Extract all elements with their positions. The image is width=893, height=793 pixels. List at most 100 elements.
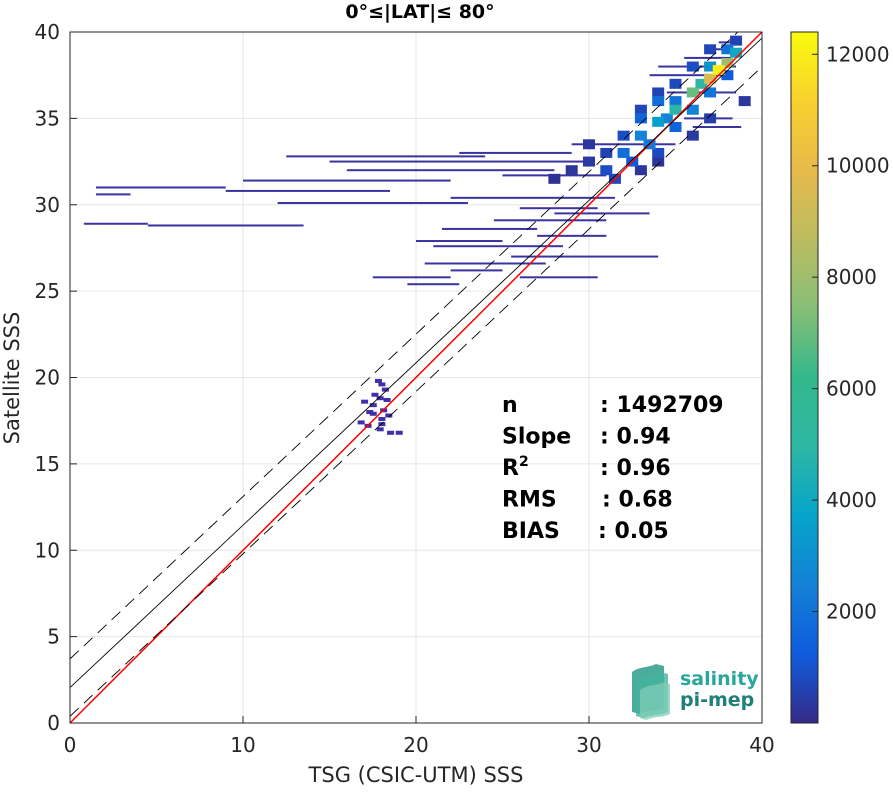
density-cell [385,413,393,418]
density-cell [369,411,377,416]
density-cell [565,165,578,176]
density-cell [583,156,595,167]
logo-text-salinity: salinity [680,668,759,690]
density-streak [450,196,615,199]
density-cell [617,130,630,141]
density-cell [652,156,665,167]
colorbar-tick-label: 6000 [826,377,877,401]
density-streak [511,255,659,258]
density-streak [519,276,598,279]
density-cell [738,96,751,107]
density-cell [704,44,717,55]
density-streak [147,224,304,227]
density-cell [730,35,743,46]
density-cell [374,378,382,383]
stat-value: : 0.68 [602,488,673,513]
density-cell [395,430,403,435]
density-streak [450,269,503,272]
density-streak [346,169,555,172]
stat-value: : 1492709 [600,393,724,418]
density-streak [554,212,650,215]
colorbar-gradient [790,31,819,724]
colorbar: 2000 4000 6000 8000 10000 12000 [790,31,890,724]
density-streak [459,151,572,154]
stat-label: n [502,393,518,418]
density-cell [721,70,734,81]
density-streak [286,155,486,158]
density-cell [652,147,665,158]
line-fit-plus-2rms [70,32,739,660]
density-streak [243,179,451,182]
density-cell [669,122,682,133]
density-cell [600,147,613,158]
density-cell [378,382,386,387]
stat-label: R2 [502,454,529,481]
density-streak [649,74,728,77]
density-cell [376,427,384,432]
density-cell [686,61,699,72]
density-streak [424,262,546,265]
density-cell [548,173,561,184]
density-streak [83,222,148,225]
density-cell [378,422,386,427]
density-cell [652,116,665,127]
density-streak [225,189,391,192]
density-cell [686,104,699,115]
density-cell [634,104,647,115]
density-streak [95,186,226,189]
density-cell [695,78,708,89]
density-cell [369,403,377,408]
density-cell [652,96,665,107]
density-cell [730,47,743,58]
x-tick-label: 10 [230,733,255,757]
y-tick-label: 30 [35,193,60,217]
density-streak [95,193,131,196]
y-tick-label: 15 [35,452,60,476]
density-cell [634,165,647,176]
y-tick-label: 10 [35,538,60,562]
density-cell [721,58,734,69]
density-cell [704,73,717,84]
density-streak [277,202,468,205]
density-cell [686,130,699,141]
y-axis-label: Satellite SSS [0,312,24,445]
line-fit-minus-2rms [70,66,762,717]
density-cell [371,392,379,397]
x-axis-label: TSG (CSIC-UTM) SSS [308,763,524,787]
salinity-pi-mep-logo: salinity pi-mep [632,664,759,720]
y-tick-label: 0 [47,711,60,735]
density-cell [652,87,665,98]
y-tick-label: 25 [35,279,60,303]
stat-label: RMS [502,488,557,513]
density-cell [721,44,734,55]
density-streaks [83,41,742,286]
x-tick-label: 40 [749,733,774,757]
density-cell [383,397,391,402]
stat-label: Slope [502,425,571,450]
x-tick-label: 0 [64,733,77,757]
density-streak [718,41,742,44]
density-streak [571,143,676,146]
density-cell [669,78,682,89]
density-cell [686,87,699,98]
density-cell [361,399,369,404]
density-streak [537,234,607,237]
density-cell [669,104,682,115]
stat-value: : 0.05 [598,519,669,544]
regression-lines [70,32,762,723]
density-cell [376,396,384,401]
density-cell [704,87,717,98]
density-streak [416,240,503,243]
density-streak [372,276,451,279]
stat-value: : 0.94 [600,425,671,450]
wave-logo-icon [632,664,670,720]
density-streak [692,126,742,129]
density-cell [357,420,365,425]
density-cell [712,65,725,76]
density-cell [634,130,647,141]
y-tick-label: 5 [47,625,60,649]
density-streak [407,283,460,286]
density-cell [378,416,386,421]
